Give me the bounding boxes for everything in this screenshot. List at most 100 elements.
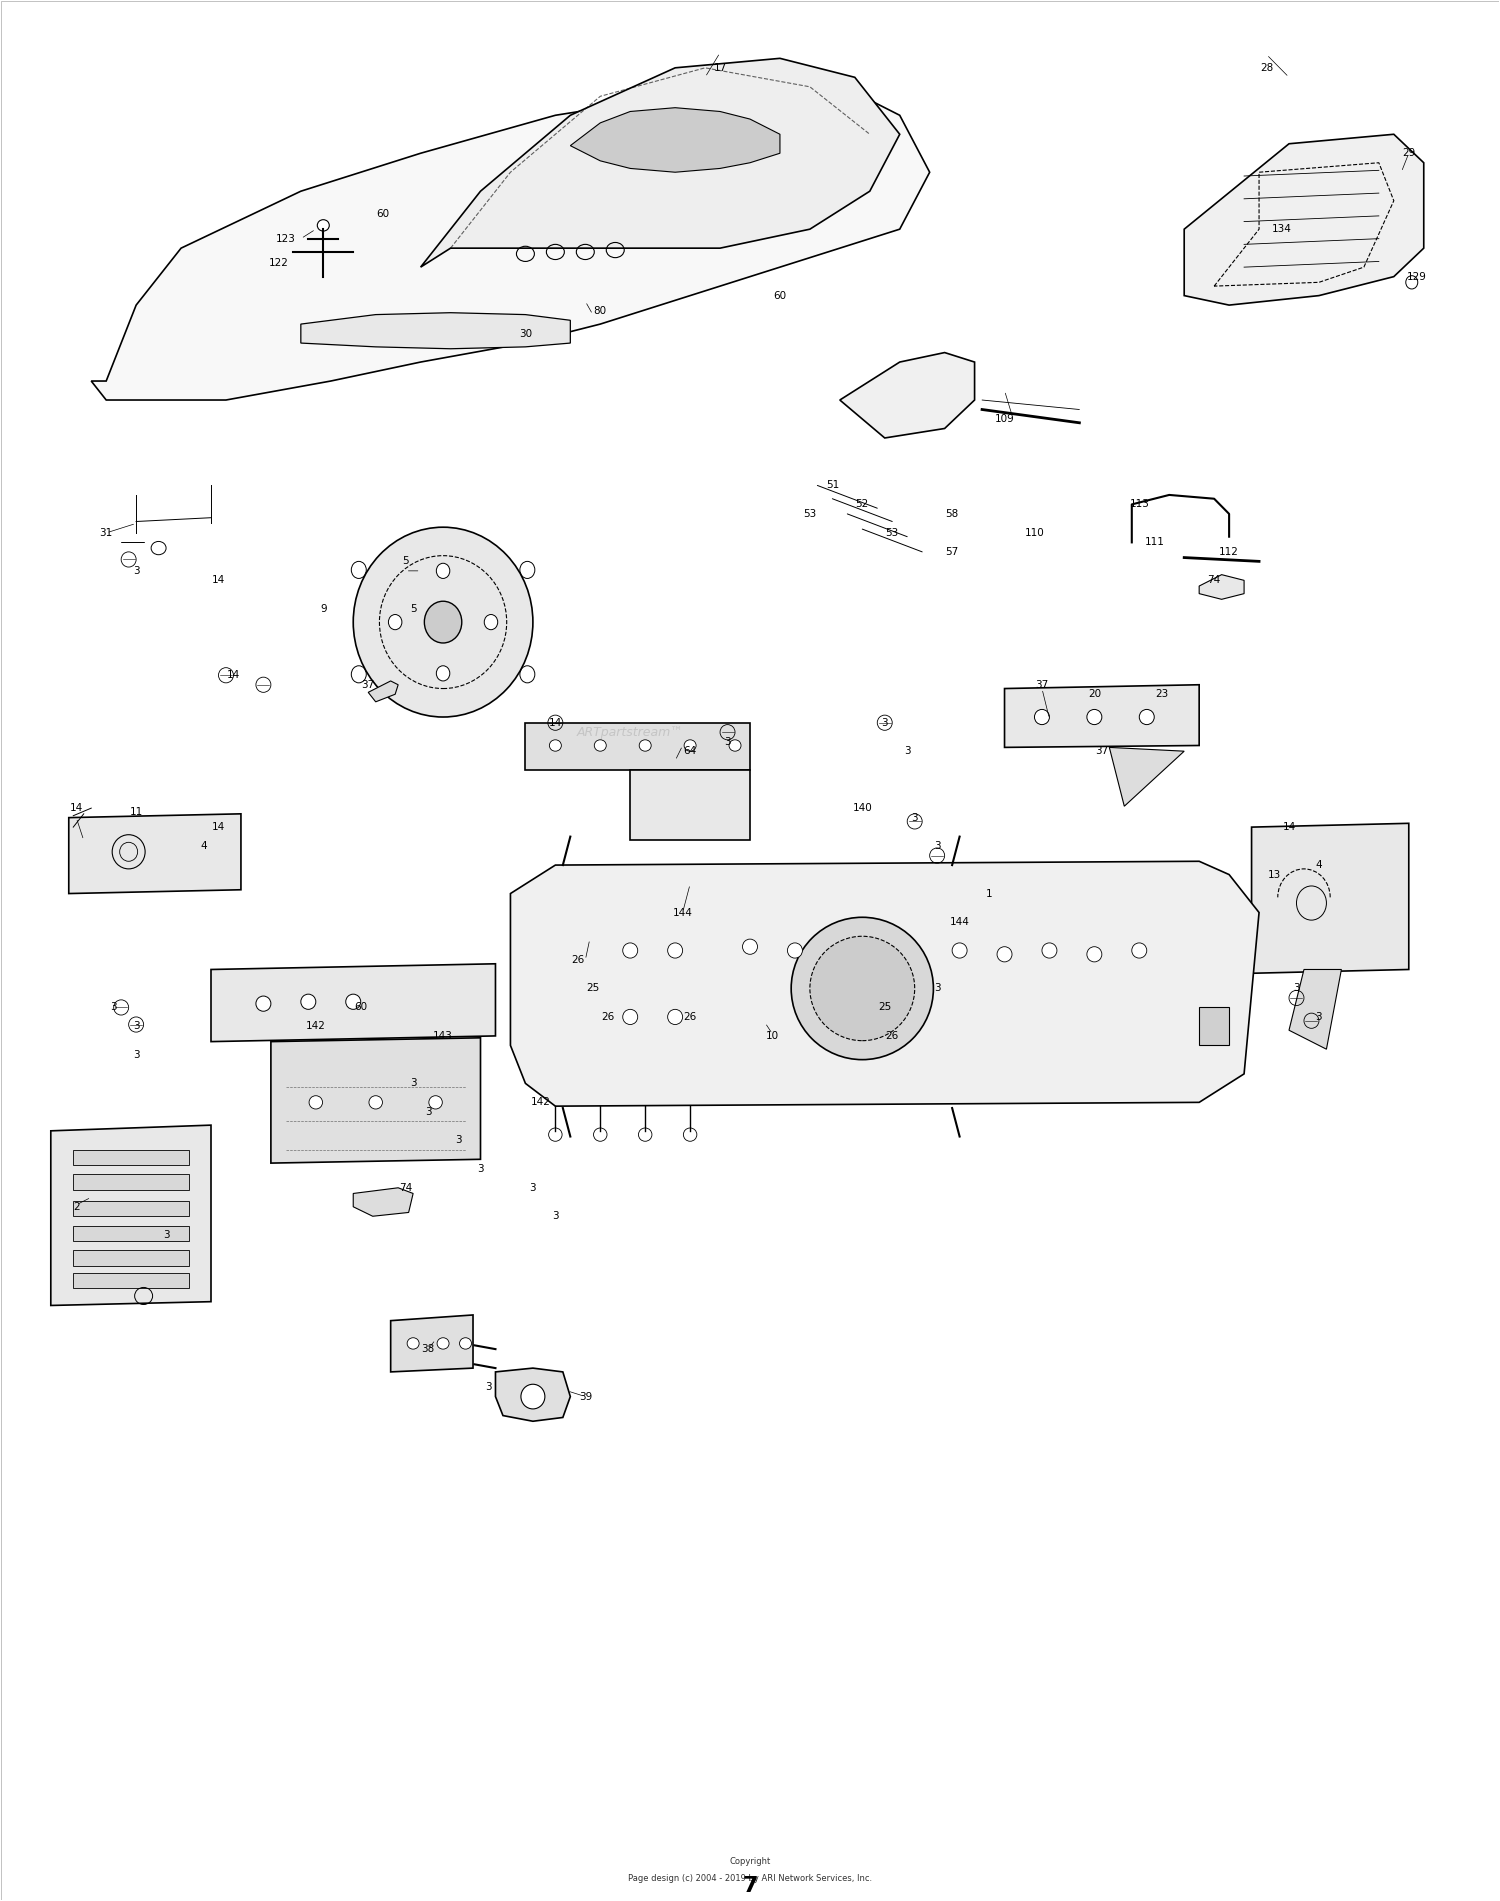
Polygon shape [525,722,750,770]
Text: 51: 51 [825,481,839,490]
Text: 26: 26 [602,1011,615,1023]
Text: 122: 122 [268,259,288,268]
Text: 3: 3 [410,1078,417,1089]
Text: Copyright: Copyright [729,1857,771,1867]
Text: 3: 3 [424,1106,432,1118]
Polygon shape [51,1125,211,1306]
Text: 140: 140 [852,802,871,814]
Text: 53: 53 [804,509,816,519]
Polygon shape [368,681,398,701]
Text: 3: 3 [882,719,888,728]
Polygon shape [1198,1008,1228,1046]
Ellipse shape [1140,709,1155,724]
Text: Page design (c) 2004 - 2019 by ARI Network Services, Inc.: Page design (c) 2004 - 2019 by ARI Netwo… [628,1874,872,1884]
Text: 14: 14 [211,576,225,586]
Polygon shape [510,861,1258,1106]
Text: 26: 26 [572,954,585,966]
Text: 134: 134 [1272,224,1292,234]
Text: 3: 3 [552,1211,558,1220]
Ellipse shape [1088,709,1102,724]
Polygon shape [211,964,495,1042]
Text: 39: 39 [579,1392,592,1401]
Text: 3: 3 [134,1021,140,1032]
Ellipse shape [790,918,933,1059]
Ellipse shape [436,563,450,578]
Text: 113: 113 [1130,500,1149,509]
Text: 20: 20 [1088,690,1101,700]
Ellipse shape [1088,947,1102,962]
Text: 14: 14 [549,719,562,728]
Ellipse shape [998,947,1012,962]
Text: 5: 5 [402,557,410,566]
Polygon shape [1198,574,1243,599]
Text: 74: 74 [1208,576,1221,586]
Text: 64: 64 [684,747,696,757]
Text: 31: 31 [99,528,112,538]
Polygon shape [74,1150,189,1165]
Text: 3: 3 [934,840,940,852]
Text: 9: 9 [320,605,327,614]
Ellipse shape [1035,709,1050,724]
Text: 144: 144 [672,907,693,918]
Ellipse shape [369,1095,382,1108]
Text: 53: 53 [885,528,898,538]
Text: 30: 30 [519,329,532,338]
Ellipse shape [549,1127,562,1141]
Text: 37: 37 [1035,681,1048,690]
Ellipse shape [484,614,498,629]
Ellipse shape [520,1384,544,1409]
Ellipse shape [388,614,402,629]
Text: 3: 3 [912,812,918,823]
Text: 17: 17 [714,63,726,72]
Polygon shape [352,1188,413,1217]
Ellipse shape [436,665,450,681]
Text: 3: 3 [134,566,140,576]
Ellipse shape [1132,943,1148,958]
Polygon shape [1251,823,1408,973]
Polygon shape [74,1226,189,1241]
Polygon shape [74,1251,189,1266]
Text: 29: 29 [1402,148,1416,158]
Text: 25: 25 [878,1002,891,1013]
Text: 57: 57 [945,547,958,557]
Ellipse shape [318,221,330,232]
Text: 5: 5 [410,605,417,614]
Ellipse shape [436,1338,448,1350]
Polygon shape [840,352,975,437]
Text: 10: 10 [766,1030,778,1042]
Ellipse shape [684,739,696,751]
Text: 3: 3 [454,1135,462,1144]
Polygon shape [630,770,750,840]
Text: 3: 3 [934,983,940,994]
Ellipse shape [302,994,316,1009]
Text: 38: 38 [422,1344,435,1354]
Text: 37: 37 [1095,747,1108,757]
Text: 14: 14 [1282,821,1296,833]
Text: 60: 60 [354,1002,368,1013]
Ellipse shape [1042,943,1058,958]
Text: 2: 2 [74,1201,80,1211]
Text: 26: 26 [684,1011,696,1023]
Polygon shape [74,1274,189,1289]
Text: 3: 3 [164,1230,170,1239]
Ellipse shape [810,937,915,1040]
Polygon shape [495,1369,570,1422]
Text: 3: 3 [134,1049,140,1061]
Ellipse shape [429,1095,442,1108]
Polygon shape [69,814,242,893]
Text: 3: 3 [477,1163,484,1173]
Text: 111: 111 [1144,538,1164,547]
Text: 11: 11 [129,806,142,817]
Ellipse shape [459,1338,471,1350]
Polygon shape [74,1201,189,1217]
Polygon shape [1288,970,1341,1049]
Ellipse shape [256,996,272,1011]
Ellipse shape [406,1338,418,1350]
Text: 14: 14 [226,671,240,681]
Text: 25: 25 [586,983,600,994]
Polygon shape [92,78,930,399]
Text: 3: 3 [1293,983,1300,994]
Text: 3: 3 [530,1182,536,1192]
Ellipse shape [668,943,682,958]
Text: 4: 4 [1316,859,1323,871]
